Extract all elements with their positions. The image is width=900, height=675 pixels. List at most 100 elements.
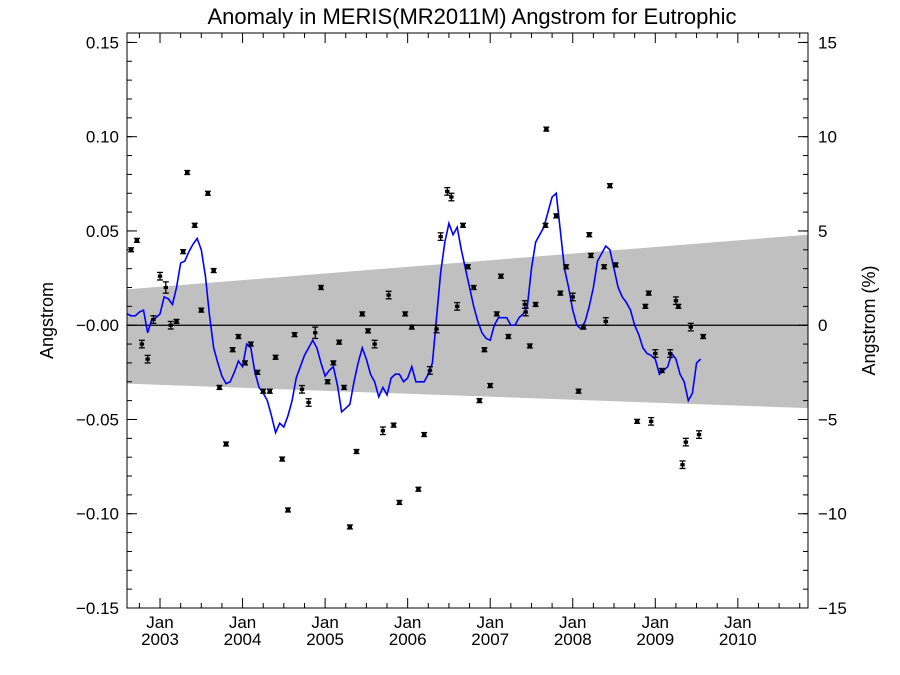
data-point (606, 183, 613, 189)
x-tick-year: 2005 (306, 630, 344, 649)
data-point (184, 169, 191, 176)
point-marker (331, 361, 336, 365)
data-point (291, 331, 298, 338)
point-marker (325, 380, 330, 384)
data-point (532, 301, 539, 308)
data-point (173, 318, 180, 325)
confidence-band (127, 234, 808, 409)
point-marker (527, 344, 533, 348)
data-point (493, 311, 500, 317)
data-point (687, 322, 694, 332)
data-point (526, 343, 533, 349)
data-point (522, 307, 529, 317)
data-point (658, 367, 665, 374)
data-point (330, 360, 337, 366)
data-point (235, 333, 242, 340)
x-tick-month: Jan (559, 613, 586, 632)
point-marker (603, 319, 608, 324)
point-marker (543, 223, 548, 227)
data-point (648, 416, 655, 426)
data-point (470, 284, 477, 291)
point-marker (163, 285, 168, 290)
data-point (266, 388, 273, 394)
running-mean-series (127, 191, 702, 436)
point-marker (261, 389, 266, 393)
chart-title: Anomaly in MERIS(MR2011M) Angstrom for E… (208, 4, 737, 29)
point-marker (477, 399, 482, 403)
y2-tick-label: 0 (818, 316, 827, 335)
y-tick-label: −0.10 (76, 505, 119, 524)
x-tick-month: Jan (229, 613, 256, 632)
point-marker (122, 395, 126, 398)
plot-frame (126, 32, 809, 609)
data-point (298, 384, 305, 394)
point-marker (180, 250, 186, 254)
data-point (180, 249, 187, 255)
data-point (324, 379, 331, 385)
data-point (341, 384, 348, 391)
data-point (557, 290, 564, 296)
data-point (390, 422, 397, 428)
data-point (242, 360, 249, 366)
point-marker (365, 329, 371, 333)
y2-tick-label: 15 (818, 33, 837, 52)
y-tick-label: −0.00 (76, 316, 119, 335)
point-marker (391, 423, 396, 427)
point-marker (449, 195, 454, 199)
point-marker (607, 184, 613, 188)
data-point (459, 222, 466, 228)
point-marker (313, 331, 318, 335)
point-marker (174, 319, 179, 324)
series-line (127, 191, 702, 436)
point-marker (236, 334, 241, 339)
data-point (575, 388, 582, 394)
axes: 0.15 0.10 0.05 −0.00 −0.05 −0.10 −0.15 15 10 5 0 −5… (76, 33, 847, 649)
point-marker (421, 432, 427, 437)
data-point (396, 499, 403, 506)
point-marker (292, 333, 297, 337)
data-point (454, 301, 461, 311)
data-point (645, 290, 652, 296)
point-marker (587, 233, 592, 237)
data-point (642, 303, 649, 310)
point-marker (454, 304, 460, 308)
point-marker (273, 355, 278, 359)
point-marker (168, 323, 173, 327)
point-marker (145, 357, 150, 361)
data-point (167, 320, 174, 330)
data-point (408, 324, 415, 330)
point-marker (134, 238, 140, 242)
point-marker (230, 348, 235, 352)
point-marker (471, 285, 476, 290)
data-point (426, 366, 433, 375)
data-point (272, 354, 279, 360)
point-marker (211, 268, 216, 273)
data-point (505, 333, 512, 340)
point-marker (700, 334, 706, 339)
point-marker (306, 400, 311, 405)
point-marker (341, 385, 347, 390)
x-tick-year: 2008 (554, 630, 592, 649)
y-tick-label: 0.15 (86, 33, 119, 52)
point-marker (151, 317, 156, 322)
data-point (312, 326, 319, 340)
data-point (204, 190, 211, 196)
point-marker (558, 291, 563, 295)
data-point (700, 333, 707, 340)
point-marker (157, 274, 163, 278)
point-marker (554, 214, 559, 218)
point-marker (445, 189, 450, 193)
point-marker (318, 285, 324, 290)
point-marker (199, 308, 204, 312)
data-point (580, 324, 587, 330)
x-tick-year: 2006 (389, 630, 427, 649)
point-marker (680, 463, 685, 467)
data-point (336, 339, 343, 345)
point-marker (522, 302, 528, 307)
x-tick-year: 2009 (636, 630, 674, 649)
y2-tick-label: −5 (818, 410, 837, 429)
point-marker (192, 223, 197, 227)
data-point (481, 347, 488, 353)
point-marker (506, 334, 511, 339)
